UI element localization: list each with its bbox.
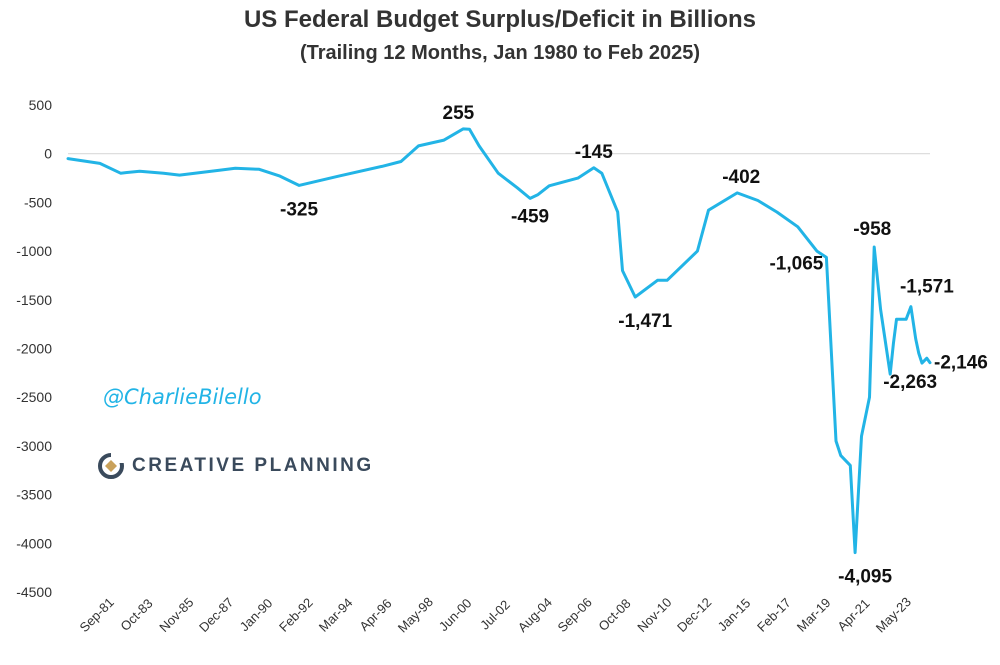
x-tick-label: Jan-90 bbox=[237, 595, 276, 634]
data-label: -325 bbox=[280, 199, 318, 220]
x-axis: Sep-81 Oct-83 Nov-85 Dec-87 Jan-90 Feb-92 Mar-… bbox=[77, 594, 914, 635]
data-label: -1,065 bbox=[769, 253, 823, 274]
x-tick-label: Mar-94 bbox=[316, 595, 356, 635]
x-tick-label: Jan-15 bbox=[715, 595, 754, 634]
data-label: -1,471 bbox=[618, 311, 672, 332]
x-tick-label: Feb-92 bbox=[276, 595, 316, 635]
x-tick-label: Mar-19 bbox=[794, 595, 834, 635]
x-tick-label: Jun-00 bbox=[436, 595, 475, 634]
x-tick-label: Nov-85 bbox=[156, 595, 196, 635]
x-tick-label: Nov-10 bbox=[634, 595, 674, 635]
chart-title: US Federal Budget Surplus/Deficit in Bil… bbox=[243, 6, 757, 33]
y-tick-label: -2000 bbox=[16, 341, 52, 357]
y-tick-label: -4500 bbox=[16, 584, 52, 600]
data-label: -2,263 bbox=[883, 372, 937, 393]
series-lines bbox=[66, 127, 932, 555]
y-tick-label: -3000 bbox=[16, 438, 52, 454]
y-tick-label: -500 bbox=[24, 194, 52, 210]
y-tick-label: -1500 bbox=[16, 292, 52, 308]
x-tick-label: Dec-12 bbox=[674, 595, 714, 635]
data-label: -402 bbox=[722, 167, 760, 188]
brand-logo: CREATIVE PLANNING bbox=[98, 453, 374, 479]
brand-name: CREATIVE PLANNING bbox=[132, 455, 374, 476]
x-tick-label: Dec-87 bbox=[196, 595, 236, 635]
y-tick-label: 0 bbox=[44, 146, 52, 162]
x-tick-label: May-23 bbox=[873, 594, 914, 635]
x-tick-label: May-98 bbox=[395, 594, 436, 635]
creative-planning-logo-icon bbox=[98, 453, 124, 479]
author-handle: @CharlieBilello bbox=[103, 385, 262, 409]
series-line bbox=[66, 127, 932, 555]
data-label: -4,095 bbox=[838, 567, 892, 588]
x-tick-label: Oct-08 bbox=[595, 596, 633, 634]
x-tick-label: Feb-17 bbox=[754, 595, 794, 635]
data-label: -2,146 bbox=[934, 353, 988, 374]
y-axis: 500 0 -500 -1000 -1500 -2000 -2500 -3000 -3500 -4… bbox=[16, 97, 52, 600]
x-tick-label: Oct-83 bbox=[117, 596, 155, 634]
x-tick-label: Sep-81 bbox=[77, 595, 117, 635]
chart-subtitle: (Trailing 12 Months, Jan 1980 to Feb 202… bbox=[299, 42, 701, 64]
y-tick-label: -2500 bbox=[16, 389, 52, 405]
x-tick-label: Sep-06 bbox=[555, 595, 595, 635]
y-tick-label: 500 bbox=[29, 97, 53, 113]
data-label: 255 bbox=[443, 103, 475, 124]
x-tick-label: Jul-02 bbox=[477, 597, 513, 633]
x-tick-label: Apr-96 bbox=[356, 596, 394, 634]
x-tick-label: Aug-04 bbox=[515, 595, 555, 635]
data-label: -958 bbox=[853, 219, 891, 240]
y-tick-label: -4000 bbox=[16, 535, 52, 551]
y-tick-label: -1000 bbox=[16, 243, 52, 259]
y-tick-label: -3500 bbox=[16, 487, 52, 503]
data-label: -459 bbox=[511, 206, 549, 227]
data-label: -1,571 bbox=[900, 277, 954, 298]
data-label: -145 bbox=[575, 142, 613, 163]
x-tick-label: Apr-21 bbox=[834, 596, 872, 634]
data-labels: 255 -325 -459 -145 -1,471 -402 -1,065 -4,095 -95… bbox=[280, 103, 988, 588]
